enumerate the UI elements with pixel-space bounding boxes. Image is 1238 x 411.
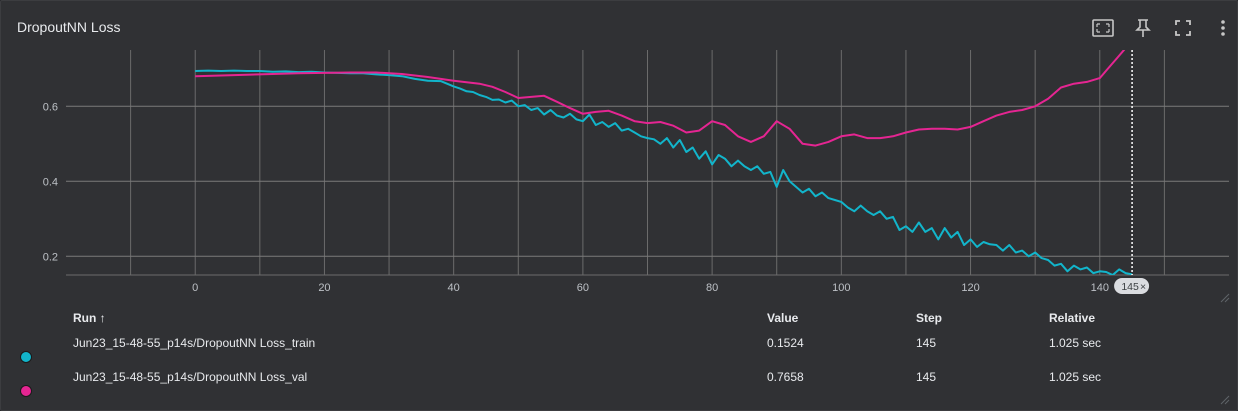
value-cell: 0.1524 — [767, 336, 804, 350]
chart-grid — [66, 50, 1229, 276]
col-header-step[interactable]: Step — [916, 311, 943, 325]
run-name: Jun23_15-48-55_p14s/DropoutNN Loss_val — [73, 370, 308, 384]
col-header-relative[interactable]: Relative — [1049, 311, 1096, 325]
step-cell: 145 — [916, 370, 937, 384]
x-tick-label: 60 — [577, 282, 589, 294]
y-tick-label: 0.6 — [43, 101, 58, 113]
step-cell: 145 — [916, 336, 937, 350]
x-tick-label: 100 — [832, 282, 850, 294]
more-vert-icon — [1221, 20, 1225, 36]
chart-hover: 145 × — [1114, 50, 1150, 294]
close-icon: × — [1140, 281, 1146, 293]
relative-cell: 1.025 sec — [1049, 370, 1102, 384]
fit-domain-icon — [1092, 19, 1114, 37]
series-color-dot — [20, 385, 32, 397]
value-cell: 0.7658 — [767, 370, 804, 384]
col-header-run[interactable]: Run ↑ — [73, 311, 106, 325]
pin-button[interactable] — [1130, 15, 1156, 41]
series-color-dot — [20, 351, 32, 363]
chart-series — [195, 50, 1133, 275]
relative-cell: 1.025 sec — [1049, 336, 1102, 350]
x-tick-label: 20 — [318, 282, 330, 294]
resize-handle-icon[interactable] — [1218, 393, 1230, 405]
step-badge — [1114, 278, 1150, 294]
x-tick-label: 0 — [192, 282, 198, 294]
x-tick-label: 120 — [961, 282, 979, 294]
chart-tick-labels: 0 20 40 60 80 100 120 140 0.2 0.4 0.6 — [43, 101, 1109, 294]
col-header-value[interactable]: Value — [767, 311, 799, 325]
loss-chart[interactable]: 0 20 40 60 80 100 120 140 0.2 0.4 0.6 145 × — [0, 0, 1238, 300]
more-menu-button[interactable] — [1210, 15, 1236, 41]
x-tick-label: 40 — [448, 282, 460, 294]
series-line — [195, 50, 1126, 147]
fullscreen-button[interactable] — [1170, 15, 1196, 41]
fit-domain-button[interactable] — [1090, 15, 1116, 41]
y-tick-label: 0.2 — [43, 251, 58, 263]
x-tick-label: 80 — [706, 282, 718, 294]
pin-icon — [1135, 19, 1151, 37]
y-tick-label: 0.4 — [43, 176, 58, 188]
fullscreen-icon — [1175, 20, 1191, 36]
series-line — [195, 69, 1133, 275]
x-tick-label: 140 — [1091, 282, 1109, 294]
card-title: DropoutNN Loss — [17, 19, 121, 35]
resize-handle-icon[interactable] — [1218, 291, 1230, 303]
run-name: Jun23_15-48-55_p14s/DropoutNN Loss_train — [73, 336, 316, 350]
step-badge-label: 145 — [1121, 281, 1139, 293]
